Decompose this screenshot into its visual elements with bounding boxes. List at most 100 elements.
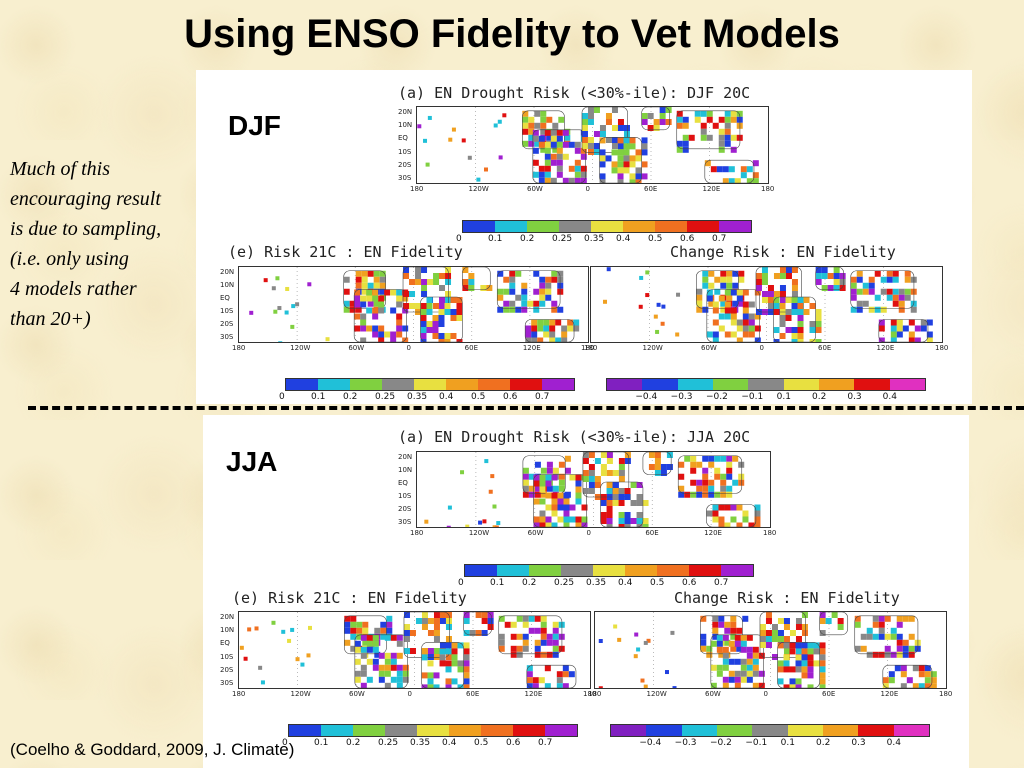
jja-top-map	[416, 451, 771, 528]
colorbar-tick-label: 0.6	[682, 578, 697, 588]
colorbar-swatch	[787, 725, 823, 736]
jja-left-map	[238, 611, 591, 689]
colorbar-tick-label: 0.6	[503, 392, 518, 402]
colorbar-swatch	[712, 379, 749, 390]
colorbar-tick-label: 0.4	[618, 578, 633, 588]
latitude-label: 20S	[398, 505, 412, 513]
jja-left-map-title: (e) Risk 21C : EN Fidelity	[232, 589, 467, 607]
colorbar-swatch	[559, 221, 591, 232]
jja-right-colorbar	[610, 724, 930, 737]
latitude-label: EQ	[398, 134, 408, 143]
colorbar-swatch	[719, 221, 751, 232]
djf-right-map-title: Change Risk : EN Fidelity	[670, 243, 896, 261]
djf-right-colorbar	[606, 378, 926, 391]
longitude-label: 120E	[880, 690, 899, 698]
latitude-label: 20N	[220, 613, 235, 621]
colorbar-tick-label: 0.1	[311, 392, 326, 402]
latitude-label: 10N	[398, 121, 413, 130]
colorbar-swatch	[353, 725, 385, 736]
djf-top-map	[416, 106, 769, 184]
latitude-label: 30S	[220, 333, 234, 341]
longitude-label: 180	[763, 529, 777, 537]
colorbar-swatch	[721, 565, 753, 576]
colorbar-swatch	[752, 725, 788, 736]
citation: (Coelho & Goddard, 2009, J. Climate)	[10, 740, 295, 759]
latitude-label: 10S	[220, 307, 234, 315]
colorbar-tick-label: 0.2	[522, 578, 537, 588]
colorbar-tick-label: 0.35	[407, 392, 428, 402]
map-graphic	[603, 267, 933, 342]
colorbar-tick-label: 0.7	[535, 392, 550, 402]
djf-left-map	[238, 266, 589, 343]
longitude-label: 120W	[468, 185, 489, 193]
colorbar-swatch	[510, 379, 542, 390]
colorbar-tick-label: 0.7	[712, 234, 727, 244]
colorbar-swatch	[854, 379, 890, 390]
colorbar-swatch	[822, 725, 859, 736]
colorbar-tick-label: 0.1	[488, 234, 503, 244]
latitude-label: 10S	[220, 652, 234, 661]
longitude-label: 60E	[644, 185, 658, 193]
latitude-label: 10N	[398, 466, 413, 474]
colorbar-swatch	[446, 379, 478, 390]
colorbar-tick-label: 0.25	[554, 578, 575, 588]
longitude-label: 120E	[522, 344, 541, 352]
colorbar-swatch	[677, 379, 713, 390]
latitude-label: EQ	[220, 639, 230, 648]
colorbar-tick-label: −0.1	[745, 738, 768, 748]
colorbar-tick-label: 0.5	[648, 234, 663, 244]
colorbar-tick-label: 0.6	[506, 738, 521, 748]
colorbar-swatch	[417, 725, 449, 736]
colorbar-tick-label: 0.35	[584, 234, 605, 244]
longitude-label: 0	[763, 690, 768, 698]
longitude-label: 180	[410, 529, 424, 537]
colorbar-swatch	[382, 379, 414, 390]
latitude-label: 20N	[398, 453, 413, 461]
colorbar-tick-label: 0.2	[346, 738, 361, 748]
longitude-label: 120E	[876, 344, 895, 352]
colorbar-swatch	[818, 379, 855, 390]
colorbar-swatch	[611, 725, 647, 736]
longitude-label: 60W	[527, 185, 543, 193]
longitude-label: 60E	[464, 344, 478, 352]
season-divider	[28, 406, 1024, 410]
colorbar-tick-label: 0	[282, 738, 288, 748]
jja-top-colorbar	[464, 564, 754, 577]
colorbar-tick-label: −0.4	[635, 392, 658, 402]
colorbar-swatch	[542, 379, 574, 390]
colorbar-swatch	[414, 379, 446, 390]
jja-right-map	[594, 611, 947, 689]
colorbar-tick-label: 0.5	[471, 392, 486, 402]
longitude-label: 0	[585, 185, 590, 193]
colorbar-swatch	[642, 379, 678, 390]
colorbar-swatch	[716, 725, 753, 736]
colorbar-tick-label: −0.2	[706, 392, 728, 402]
longitude-label: 60E	[822, 690, 836, 698]
colorbar-tick-label: 0.2	[816, 738, 831, 748]
colorbar-swatch	[350, 379, 382, 390]
colorbar-tick-label: 0.35	[410, 738, 431, 748]
colorbar-tick-label: 0.3	[851, 738, 866, 748]
longitude-label: 180	[939, 690, 953, 698]
latitude-label: 20N	[220, 268, 235, 276]
latitude-label: 10S	[398, 147, 412, 156]
colorbar-swatch	[478, 379, 510, 390]
colorbar-tick-label: 0.25	[378, 738, 399, 748]
colorbar-tick-label: 0.4	[439, 392, 454, 402]
longitude-label: 120W	[642, 344, 663, 352]
longitude-label: 120W	[290, 690, 311, 698]
longitude-label: 180	[584, 344, 598, 352]
colorbar-tick-label: 0.5	[650, 578, 665, 588]
colorbar-tick-label: −0.4	[639, 738, 662, 748]
colorbar-tick-label: 0.1	[490, 578, 505, 588]
map-graphic	[424, 452, 761, 527]
colorbar-swatch	[449, 725, 481, 736]
colorbar-swatch	[646, 725, 682, 736]
longitude-label: 180	[761, 185, 775, 193]
latitude-label: 20S	[220, 665, 234, 674]
colorbar-swatch	[463, 221, 495, 232]
colorbar-tick-label: 0.25	[375, 392, 396, 402]
longitude-label: 60W	[701, 344, 717, 352]
colorbar-swatch	[497, 565, 529, 576]
colorbar-tick-label: 0	[458, 578, 464, 588]
